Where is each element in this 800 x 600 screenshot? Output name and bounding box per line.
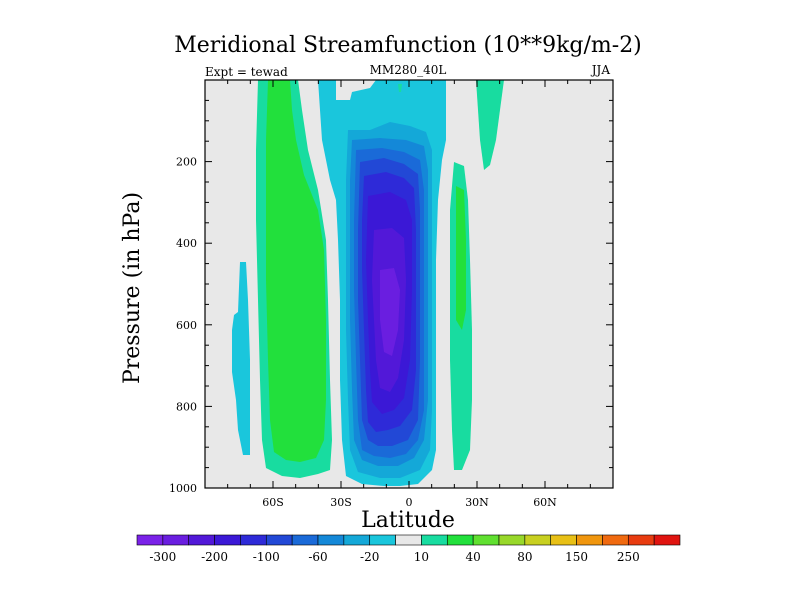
colorbar-swatch (291, 534, 319, 546)
colorbar-swatch (653, 534, 681, 546)
y-tick-label: 400 (176, 237, 197, 250)
x-axis: 60S 30S 0 30N 60N (204, 80, 614, 509)
x-tick-label: 30N (465, 496, 489, 509)
colorbar-swatch (240, 534, 267, 546)
colorbar-swatch (627, 534, 655, 546)
colorbar-label: 150 (565, 550, 588, 564)
colorbar-label: 10 (414, 550, 429, 564)
colorbar-swatch (162, 534, 190, 546)
left-string: Expt = tewad (205, 65, 288, 79)
y-axis: 200 400 600 800 1000 (169, 79, 613, 495)
colorbar-swatch (550, 534, 577, 546)
colorbar-swatch (421, 534, 448, 546)
colorbar-swatch (343, 534, 371, 546)
y-tick-label: 1000 (169, 482, 197, 495)
right-string: JJA (590, 63, 611, 77)
x-tick-label: 0 (406, 496, 413, 509)
colorbar-label: -20 (360, 550, 379, 564)
colorbar-label: 80 (517, 550, 532, 564)
chart-title: Meridional Streamfunction (10**9kg/m-2) (174, 33, 642, 58)
colorbar-swatch (136, 534, 164, 546)
colorbar-swatch (317, 534, 345, 546)
colorbar-label: -300 (149, 550, 176, 564)
contour-neg-hl-south (232, 262, 250, 455)
contour-fills (232, 80, 504, 486)
y-tick-label: 200 (176, 156, 197, 169)
colorbar-label: -200 (201, 550, 228, 564)
x-tick-label: 60S (262, 496, 284, 509)
colorbar-swatch (188, 534, 215, 546)
contour-pos-sh-core (266, 80, 326, 462)
colorbar-label: 40 (466, 550, 481, 564)
y-tick-label: 800 (176, 400, 197, 413)
colorbar-swatch (602, 534, 629, 546)
x-tick-label: 60N (533, 496, 557, 509)
contour-small-blip (398, 84, 402, 92)
colorbar-swatch (524, 534, 552, 546)
colorbar-swatch (369, 534, 396, 546)
colorbar-swatch (214, 534, 241, 546)
colorbar-label: -100 (253, 550, 280, 564)
x-axis-label: Latitude (361, 508, 455, 533)
colorbar-swatch (446, 534, 474, 546)
colorbar-label: -60 (308, 550, 327, 564)
colorbar-swatch (265, 534, 293, 546)
colorbar-swatch (498, 534, 526, 546)
colorbar-swatch (395, 534, 422, 546)
contour-pos-nh-core (456, 186, 466, 330)
y-tick-label: 600 (176, 319, 197, 332)
y-axis-label: Pressure (in hPa) (120, 192, 145, 384)
colorbar-label: 250 (617, 550, 640, 564)
colorbar-swatch (576, 534, 603, 546)
contour-neg-core2 (380, 268, 400, 356)
colorbar-swatch (472, 534, 500, 546)
x-tick-label: 30S (330, 496, 352, 509)
center-string: MM280_40L (370, 63, 447, 77)
colorbar: -300 -200 -100 -60 -20 10 40 80 150 250 (136, 534, 681, 564)
contour-pos-upper-north (476, 80, 504, 170)
